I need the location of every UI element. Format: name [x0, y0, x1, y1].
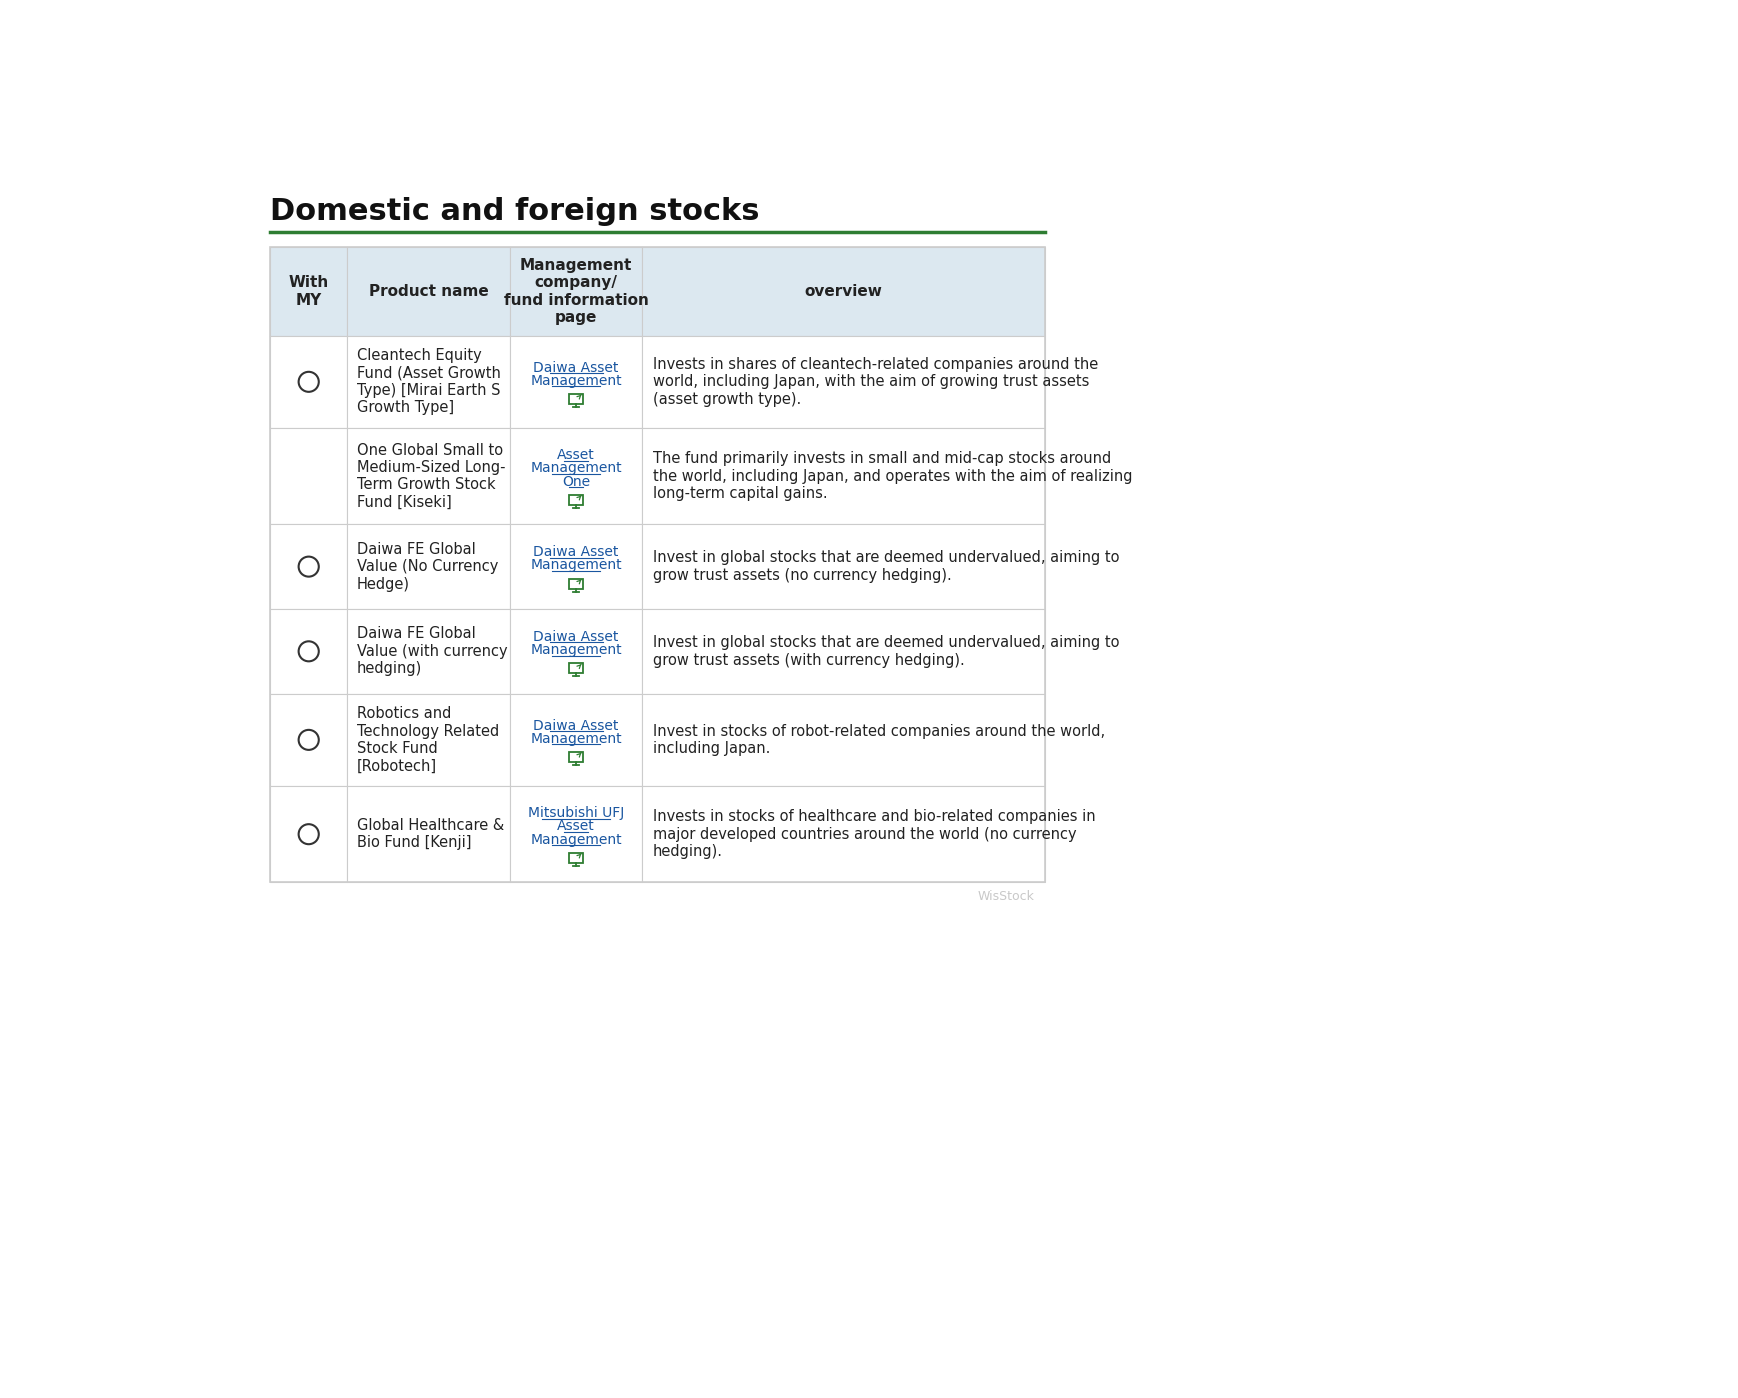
Bar [269, 428, 348, 524]
Text: One: One [561, 474, 591, 488]
Text: Invest in stocks of robot-related companies around the world,
including Japan.: Invest in stocks of robot-related compan… [653, 724, 1105, 756]
Text: Product name: Product name [368, 284, 488, 299]
Bar [348, 786, 511, 882]
Text: Daiwa Asset: Daiwa Asset [534, 630, 619, 644]
Bar [348, 336, 511, 428]
Text: Domestic and foreign stocks: Domestic and foreign stocks [269, 197, 760, 226]
Bar [641, 524, 1045, 610]
Text: overview: overview [805, 284, 883, 299]
Text: Management: Management [530, 558, 622, 572]
Text: Daiwa Asset: Daiwa Asset [534, 361, 619, 375]
Bar [641, 428, 1045, 524]
Bar [269, 693, 348, 786]
Bar [511, 610, 641, 693]
Bar [641, 693, 1045, 786]
Text: WisStock: WisStock [978, 891, 1034, 903]
Bar [511, 247, 641, 336]
Bar [269, 336, 348, 428]
Bar [269, 247, 1045, 882]
Text: Asset: Asset [558, 449, 594, 463]
Bar [348, 693, 511, 786]
Text: Asset: Asset [558, 819, 594, 833]
Text: Robotics and
Technology Related
Stock Fund
[Robotech]: Robotics and Technology Related Stock Fu… [356, 706, 499, 773]
Text: Global Healthcare &
Bio Fund [Kenji]: Global Healthcare & Bio Fund [Kenji] [356, 818, 504, 850]
Text: Cleantech Equity
Fund (Asset Growth
Type) [Mirai Earth S
Growth Type]: Cleantech Equity Fund (Asset Growth Type… [356, 348, 501, 415]
Bar [641, 247, 1045, 336]
Text: Management: Management [530, 643, 622, 657]
Bar [568, 579, 582, 589]
Text: Daiwa FE Global
Value (with currency
hedging): Daiwa FE Global Value (with currency hed… [356, 626, 507, 677]
Bar [511, 336, 641, 428]
Bar [641, 610, 1045, 693]
Bar [269, 247, 348, 336]
Bar [269, 786, 348, 882]
Bar [348, 428, 511, 524]
Text: Invest in global stocks that are deemed undervalued, aiming to
grow trust assets: Invest in global stocks that are deemed … [653, 635, 1119, 667]
Bar [348, 247, 511, 336]
Bar [511, 524, 641, 610]
Bar [641, 336, 1045, 428]
Bar [568, 853, 582, 863]
Text: Management: Management [530, 461, 622, 475]
Text: Management: Management [530, 373, 622, 387]
Bar [269, 524, 348, 610]
Text: The fund primarily invests in small and mid-cap stocks around
the world, includi: The fund primarily invests in small and … [653, 452, 1131, 500]
Text: Invests in shares of cleantech-related companies around the
world, including Jap: Invests in shares of cleantech-related c… [653, 356, 1098, 407]
Text: Management: Management [530, 833, 622, 847]
Bar [568, 495, 582, 505]
Text: Daiwa Asset: Daiwa Asset [534, 545, 619, 559]
Text: Daiwa FE Global
Value (No Currency
Hedge): Daiwa FE Global Value (No Currency Hedge… [356, 541, 499, 591]
Bar [269, 610, 348, 693]
Bar [348, 524, 511, 610]
Bar [511, 428, 641, 524]
Text: Management
company/
fund information
page: Management company/ fund information pag… [504, 257, 648, 324]
Text: With
MY: With MY [289, 275, 328, 308]
Bar [511, 786, 641, 882]
Text: One Global Small to
Medium-Sized Long-
Term Growth Stock
Fund [Kiseki]: One Global Small to Medium-Sized Long- T… [356, 443, 506, 510]
Text: Daiwa Asset: Daiwa Asset [534, 719, 619, 733]
Text: Invest in global stocks that are deemed undervalued, aiming to
grow trust assets: Invest in global stocks that are deemed … [653, 551, 1119, 583]
Text: Mitsubishi UFJ: Mitsubishi UFJ [528, 807, 624, 821]
Text: Management: Management [530, 731, 622, 745]
Text: Invests in stocks of healthcare and bio-related companies in
major developed cou: Invests in stocks of healthcare and bio-… [653, 809, 1095, 860]
Bar [641, 786, 1045, 882]
Bar [568, 394, 582, 404]
Bar [348, 610, 511, 693]
Bar [568, 663, 582, 674]
Bar [511, 693, 641, 786]
Bar [568, 752, 582, 762]
